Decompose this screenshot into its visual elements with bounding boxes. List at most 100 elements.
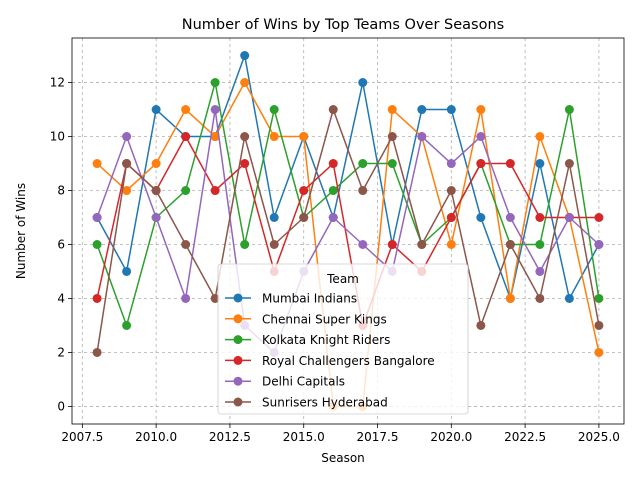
- data-point: [151, 213, 161, 223]
- data-point: [535, 293, 545, 303]
- legend-item: Delhi Capitals: [225, 375, 345, 389]
- legend-marker: [233, 355, 243, 365]
- data-point: [594, 320, 604, 330]
- series-6: [92, 105, 604, 357]
- legend: Team Mumbai Indians Chennai Super Kings Ko…: [217, 263, 469, 415]
- data-point: [328, 186, 338, 196]
- data-point: [358, 78, 368, 88]
- legend-marker: [233, 376, 243, 386]
- data-point: [299, 132, 309, 142]
- legend-box: [217, 263, 469, 415]
- legend-label: Chennai Super Kings: [262, 312, 387, 326]
- data-point: [564, 213, 574, 223]
- legend-label: Delhi Capitals: [262, 375, 345, 389]
- data-point: [210, 132, 220, 142]
- legend-label: Royal Challengers Bangalore: [262, 354, 435, 368]
- data-point: [387, 105, 397, 115]
- data-point: [417, 105, 427, 115]
- legend-item: Mumbai Indians: [225, 292, 357, 306]
- data-point: [151, 186, 161, 196]
- legend-item: Sunrisers Hyderabad: [225, 396, 388, 410]
- data-point: [328, 105, 338, 115]
- series-line: [96, 81, 600, 327]
- data-point: [564, 293, 574, 303]
- data-point: [446, 186, 456, 196]
- data-point: [92, 159, 102, 169]
- data-point: [358, 159, 368, 169]
- data-point: [299, 186, 309, 196]
- data-point: [535, 213, 545, 223]
- data-point: [564, 159, 574, 169]
- data-point: [476, 132, 486, 142]
- data-point: [535, 266, 545, 276]
- data-point: [240, 159, 250, 169]
- x-tick-label: 2012.5: [209, 430, 251, 444]
- data-point: [240, 78, 250, 88]
- data-point: [446, 105, 456, 115]
- data-point: [358, 186, 368, 196]
- x-tick-label: 2007.5: [61, 430, 103, 444]
- data-point: [210, 293, 220, 303]
- y-tick-label: 10: [50, 130, 65, 144]
- data-point: [181, 132, 191, 142]
- data-point: [122, 186, 132, 196]
- data-point: [269, 239, 279, 249]
- data-point: [446, 159, 456, 169]
- data-point: [328, 213, 338, 223]
- data-point: [240, 239, 250, 249]
- series-line: [96, 108, 600, 354]
- data-point: [151, 105, 161, 115]
- data-point: [594, 347, 604, 357]
- data-point: [92, 293, 102, 303]
- x-tick-label: 2015.0: [283, 430, 325, 444]
- series-line: [96, 135, 599, 327]
- y-axis-label: Number of Wins: [14, 183, 28, 279]
- legend-item: Chennai Super Kings: [225, 312, 387, 326]
- legend-marker: [233, 314, 243, 324]
- legend-title: Team: [326, 272, 359, 286]
- data-point: [269, 213, 279, 223]
- data-point: [387, 159, 397, 169]
- data-point: [594, 213, 604, 223]
- data-point: [505, 293, 515, 303]
- legend-label: Kolkata Knight Riders: [262, 333, 390, 347]
- legend-item: Royal Challengers Bangalore: [225, 354, 435, 368]
- legend-item: Kolkata Knight Riders: [225, 333, 390, 347]
- data-point: [505, 159, 515, 169]
- data-point: [417, 239, 427, 249]
- x-tick-label: 2010.0: [135, 430, 177, 444]
- x-tick-label: 2022.5: [504, 430, 546, 444]
- data-point: [387, 132, 397, 142]
- legend-label: Mumbai Indians: [262, 292, 357, 306]
- data-point: [181, 105, 191, 115]
- y-tick-label: 12: [50, 76, 65, 90]
- data-point: [92, 347, 102, 357]
- y-tick-label: 8: [57, 184, 65, 198]
- data-point: [328, 159, 338, 169]
- data-point: [505, 213, 515, 223]
- data-point: [210, 78, 220, 88]
- chart-title: Number of Wins by Top Teams Over Seasons: [182, 17, 504, 33]
- data-point: [181, 293, 191, 303]
- data-point: [387, 239, 397, 249]
- data-point: [358, 239, 368, 249]
- data-point: [210, 105, 220, 115]
- data-point: [269, 105, 279, 115]
- y-tick-label: 2: [57, 345, 65, 359]
- data-point: [151, 159, 161, 169]
- data-point: [122, 159, 132, 169]
- data-point: [122, 132, 132, 142]
- legend-label: Sunrisers Hyderabad: [262, 396, 388, 410]
- data-point: [564, 105, 574, 115]
- data-point: [92, 213, 102, 223]
- data-point: [240, 51, 250, 61]
- data-point: [535, 132, 545, 142]
- data-point: [210, 186, 220, 196]
- data-point: [269, 132, 279, 142]
- y-tick-label: 0: [57, 399, 65, 413]
- x-tick-label: 2025.0: [578, 430, 620, 444]
- data-point: [417, 132, 427, 142]
- y-tick-label: 4: [57, 291, 65, 305]
- legend-marker: [233, 397, 243, 407]
